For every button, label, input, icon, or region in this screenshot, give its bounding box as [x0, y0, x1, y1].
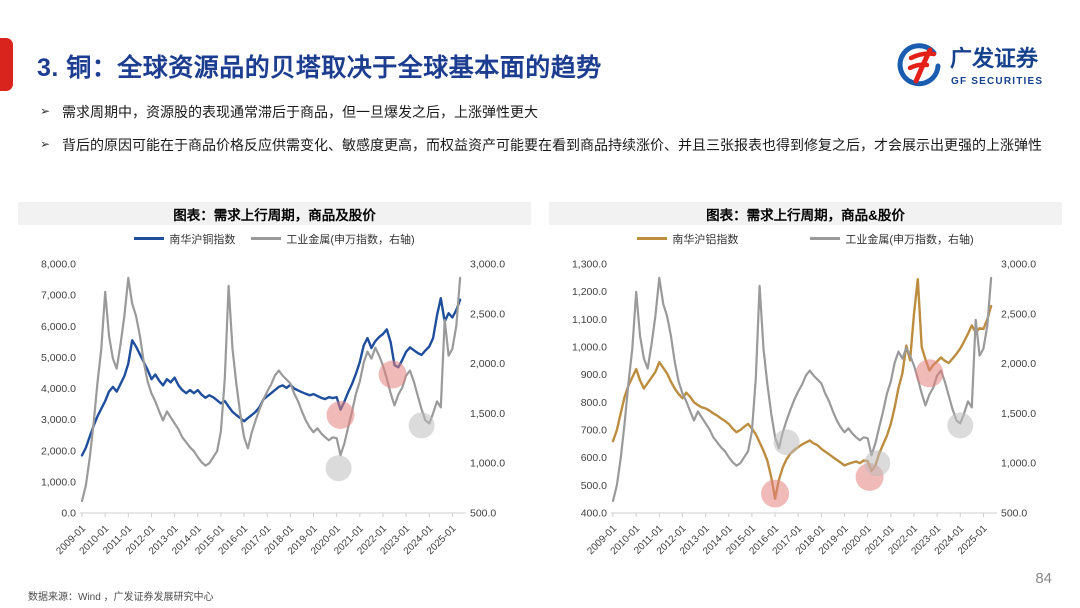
- svg-text:1,000.0: 1,000.0: [41, 476, 76, 488]
- bullet-arrow-icon: ➢: [40, 137, 51, 152]
- y-axis-right: 3,000.0 2,500.0 2,000.0 1,500.0 1,000.0 500.0: [470, 259, 505, 520]
- svg-text:2,000.0: 2,000.0: [470, 358, 505, 370]
- svg-text:800.0: 800.0: [581, 397, 607, 409]
- logo-en-text: GF SECURITIES: [951, 76, 1043, 87]
- page-title: 3. 铜：全球资源品的贝塔取决于全球基本面的趋势: [37, 54, 602, 82]
- bullet-list: ➢ 需求周期中，资源股的表现通常滞后于商品，但一旦爆发之后，上涨弹性更大 ➢ 背…: [40, 101, 1052, 168]
- metals-line-swatch: [251, 237, 282, 240]
- legend-label-metals: 工业金属(申万指数，右轴): [286, 233, 415, 246]
- title-accent-bar: [0, 38, 13, 91]
- highlight-markers: [325, 360, 435, 482]
- svg-text:3,000.0: 3,000.0: [470, 259, 505, 271]
- svg-text:0.0: 0.0: [61, 508, 76, 520]
- legend-label-copper: 南华沪铜指数: [169, 233, 236, 246]
- svg-text:2,500.0: 2,500.0: [1001, 308, 1036, 320]
- svg-text:6,000.0: 6,000.0: [41, 321, 76, 333]
- aluminum-chart-panel: 图表：需求上行周期，商品&股价 南华沪铝指数 工业金属(申万指数，右轴) 1,3…: [549, 202, 1062, 570]
- svg-text:4,000.0: 4,000.0: [41, 383, 76, 395]
- svg-text:1,200.0: 1,200.0: [572, 286, 607, 298]
- pink-highlight-circle: [326, 401, 355, 429]
- bullet-arrow-icon: ➢: [40, 104, 51, 118]
- gray-highlight-circle: [947, 412, 974, 439]
- svg-text:600.0: 600.0: [581, 452, 607, 464]
- series-工业金属(申万指数，右轴): [611, 276, 993, 503]
- svg-text:8,000.0: 8,000.0: [41, 259, 76, 271]
- svg-text:3,000.0: 3,000.0: [41, 414, 76, 426]
- pink-highlight-circle: [378, 360, 407, 389]
- pink-highlight-circle: [761, 479, 790, 508]
- bullet-item-2: ➢ 背后的原因可能在于商品价格反应供需变化、敏感度更高，而权益资产可能要在看到商…: [40, 134, 1052, 156]
- svg-text:1,000.0: 1,000.0: [572, 342, 607, 354]
- logo-cn-text: 广发证券: [950, 46, 1039, 71]
- copper-chart-legend: 南华沪铜指数 工业金属(申万指数，右轴): [18, 225, 531, 252]
- legend-item-aluminum: 南华沪铝指数: [637, 231, 738, 247]
- svg-text:1,100.0: 1,100.0: [572, 314, 607, 326]
- y-axis-left: 8,000.0 7,000.0 6,000.0 5,000.0 4,000.0 3,000…: [41, 259, 76, 520]
- copper-chart-title: 图表：需求上行周期，商品及股价: [18, 202, 531, 225]
- copper-line-swatch: [134, 237, 165, 240]
- svg-text:1,500.0: 1,500.0: [1001, 408, 1036, 420]
- aluminum-chart-title: 图表：需求上行周期，商品&股价: [549, 202, 1062, 225]
- svg-text:3,000.0: 3,000.0: [1001, 259, 1036, 271]
- highlight-markers: [761, 359, 974, 508]
- legend-label-aluminum: 南华沪铝指数: [672, 233, 739, 246]
- legend-item-copper: 南华沪铜指数: [134, 231, 235, 247]
- copper-chart-panel: 图表：需求上行周期，商品及股价 南华沪铜指数 工业金属(申万指数，右轴) 8,0…: [18, 202, 531, 570]
- pink-highlight-circle: [915, 359, 944, 388]
- svg-text:2,500.0: 2,500.0: [470, 308, 505, 320]
- x-axis: 2009-012010-012011-012012-012013-012014-…: [54, 512, 466, 557]
- bullet-text-2: 背后的原因可能在于商品价格反应供需变化、敏感度更高，而权益资产可能要在看到商品持…: [62, 137, 1042, 154]
- aluminum-chart-svg: 1,300.0 1,200.0 1,100.0 1,000.0 900.0 800.0 70…: [572, 259, 1036, 558]
- gray-highlight-circle: [408, 412, 435, 439]
- copper-chart-svg: 8,000.0 7,000.0 6,000.0 5,000.0 4,000.0 3,000…: [41, 259, 505, 558]
- svg-text:900.0: 900.0: [581, 369, 607, 381]
- gf-securities-logo: 广发证券 GF SECURITIES: [897, 43, 1043, 87]
- series-南华沪铝指数: [611, 278, 993, 500]
- metals-line-swatch: [810, 237, 841, 240]
- svg-text:2,000.0: 2,000.0: [1001, 358, 1036, 370]
- svg-text:7,000.0: 7,000.0: [41, 290, 76, 302]
- svg-text:2,000.0: 2,000.0: [41, 445, 76, 457]
- svg-text:500.0: 500.0: [470, 508, 496, 520]
- series-工业金属(申万指数，右轴): [80, 276, 462, 503]
- x-axis: 2009-012010-012011-012012-012013-012014-…: [585, 512, 997, 557]
- y-axis-left: 1,300.0 1,200.0 1,100.0 1,000.0 900.0 800.0 70…: [572, 259, 607, 520]
- legend-item-metals: 工业金属(申万指数，右轴): [251, 231, 415, 247]
- svg-text:400.0: 400.0: [581, 508, 607, 520]
- svg-text:1,300.0: 1,300.0: [572, 259, 607, 271]
- svg-text:1,000.0: 1,000.0: [470, 458, 505, 470]
- svg-text:5,000.0: 5,000.0: [41, 352, 76, 364]
- svg-text:500.0: 500.0: [1001, 508, 1027, 520]
- bullet-text-1: 需求周期中，资源股的表现通常滞后于商品，但一旦爆发之后，上涨弹性更大: [62, 104, 538, 120]
- bullet-item-1: ➢ 需求周期中，资源股的表现通常滞后于商品，但一旦爆发之后，上涨弹性更大: [40, 101, 1052, 123]
- svg-text:500.0: 500.0: [581, 480, 607, 492]
- svg-text:1,000.0: 1,000.0: [1001, 458, 1036, 470]
- svg-text:700.0: 700.0: [581, 425, 607, 437]
- legend-item-metals: 工业金属(申万指数，右轴): [810, 231, 974, 247]
- gray-highlight-circle: [864, 450, 891, 477]
- page-number: 84: [1035, 570, 1052, 587]
- aluminum-line-swatch: [637, 237, 668, 240]
- gray-highlight-circle: [325, 455, 352, 482]
- y-axis-right: 3,000.0 2,500.0 2,000.0 1,500.0 1,000.0 500.0: [1001, 259, 1036, 520]
- aluminum-chart-legend: 南华沪铝指数 工业金属(申万指数，右轴): [549, 225, 1062, 252]
- logo-swirl-icon: [897, 43, 941, 87]
- legend-label-metals: 工业金属(申万指数，右轴): [845, 233, 974, 246]
- svg-text:1,500.0: 1,500.0: [470, 408, 505, 420]
- data-source-note: 数据来源：Wind ，广发证券发展研究中心: [28, 592, 214, 603]
- gray-highlight-circle: [773, 429, 800, 456]
